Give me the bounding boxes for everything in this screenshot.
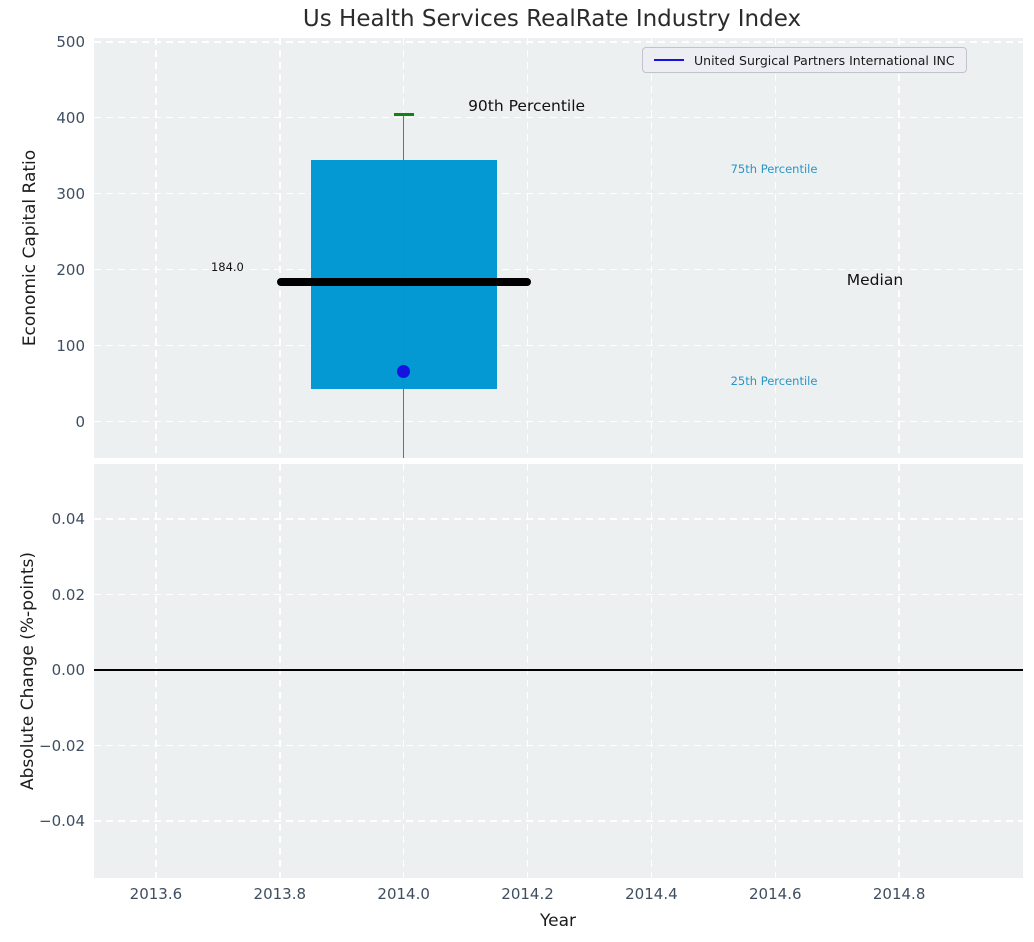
gridline-vertical xyxy=(155,38,157,458)
y-tick-label: 400 xyxy=(56,108,85,127)
y-tick-label: 500 xyxy=(56,32,85,51)
top-y-axis-label: Economic Capital Ratio xyxy=(20,149,40,347)
bottom-y-axis-label: Absolute Change (%-points) xyxy=(18,552,38,790)
y-tick-label: 300 xyxy=(56,184,85,203)
annotation-184-0: 184.0 xyxy=(210,260,244,275)
legend-line-swatch xyxy=(654,59,684,61)
x-tick-label: 2014.0 xyxy=(377,885,430,903)
annotation-25th-percentile: 25th Percentile xyxy=(730,374,818,389)
y-tick-label: −0.04 xyxy=(39,812,85,830)
annotation-90th-percentile: 90th Percentile xyxy=(468,97,586,116)
annotation-median: Median xyxy=(846,271,904,290)
gridline-vertical xyxy=(526,38,529,458)
y-tick-label: 0.00 xyxy=(51,661,85,680)
zero-reference-line xyxy=(94,669,1023,672)
x-tick-label: 2014.2 xyxy=(501,885,554,903)
chart-title: Us Health Services RealRate Industry Ind… xyxy=(302,6,802,32)
x-tick-label: 2013.6 xyxy=(129,885,183,903)
gridline-horizontal xyxy=(94,820,1023,822)
company-data-point xyxy=(397,364,411,378)
y-tick-label: −0.02 xyxy=(39,736,85,755)
x-tick-label: 2014.4 xyxy=(625,885,678,903)
x-axis-label: Year xyxy=(540,911,576,931)
y-tick-label: 0.02 xyxy=(51,585,85,604)
gridline-vertical xyxy=(279,38,281,458)
gridline-horizontal xyxy=(94,518,1023,520)
gridline-vertical xyxy=(898,38,900,458)
gridline-vertical xyxy=(650,38,653,458)
y-tick-label: 0 xyxy=(75,412,85,431)
gridline-horizontal xyxy=(94,593,1023,596)
gridline-horizontal xyxy=(94,268,1023,271)
median-line xyxy=(276,277,531,286)
y-tick-label: 0.04 xyxy=(51,510,85,529)
annotation-75th-percentile: 75th Percentile xyxy=(730,161,818,176)
whisker-line xyxy=(402,114,405,458)
bottom-plot-area xyxy=(94,464,1023,878)
gridline-horizontal xyxy=(94,116,1023,119)
x-tick-label: 2014.8 xyxy=(872,885,926,903)
gridline-horizontal xyxy=(94,344,1023,347)
gridline-horizontal xyxy=(94,420,1023,423)
x-tick-label: 2013.8 xyxy=(253,885,307,903)
legend: United Surgical Partners International I… xyxy=(642,47,967,73)
legend-series-label: United Surgical Partners International I… xyxy=(694,52,955,68)
whisker-cap-90th-percentile xyxy=(393,113,414,117)
y-tick-label: 200 xyxy=(56,260,85,279)
gridline-horizontal xyxy=(94,744,1023,747)
gridline-horizontal xyxy=(94,41,1023,43)
gridline-vertical xyxy=(774,38,777,458)
top-plot-area: 90th Percentile 75th Percentile Median 25th… xyxy=(94,38,1023,458)
x-tick-label: 2014.6 xyxy=(749,885,802,903)
gridline-horizontal xyxy=(94,192,1023,195)
y-tick-label: 100 xyxy=(56,336,85,355)
